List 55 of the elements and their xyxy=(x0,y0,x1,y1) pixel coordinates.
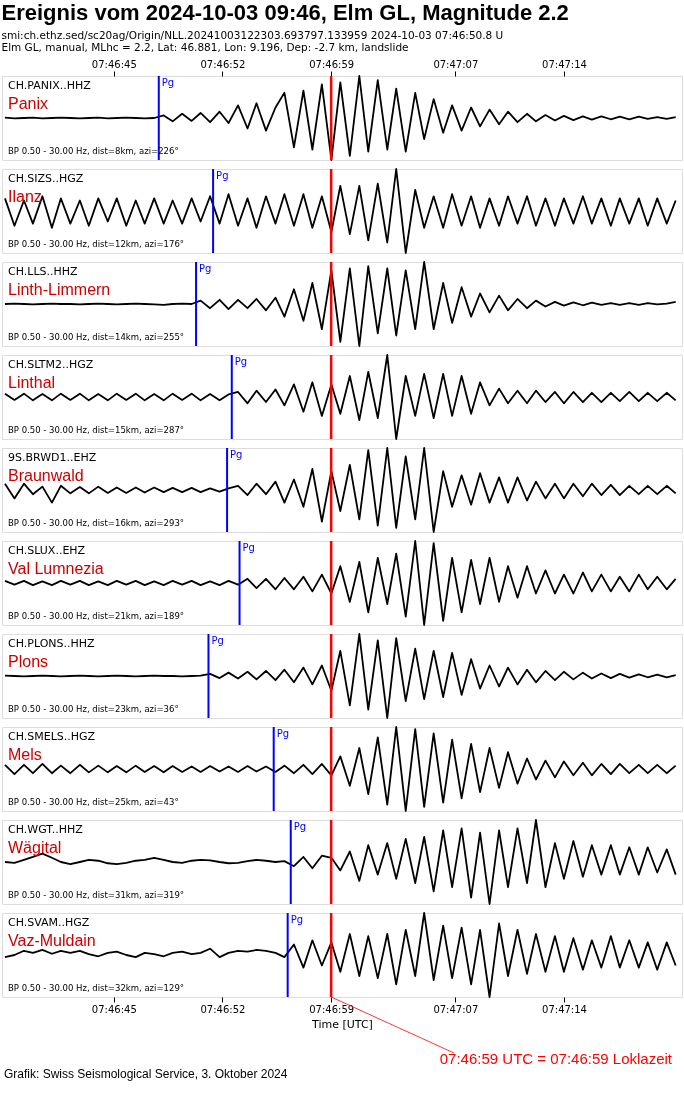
annotation: CH.WGT..HHZ xyxy=(8,823,84,836)
annotation: Linthal xyxy=(8,374,56,391)
ref-line-label: Pg xyxy=(161,77,175,88)
annotation: BP 0.50 - 30.00 Hz, dist=12km, azi=176° xyxy=(8,239,185,249)
annotation: CH.SLUX..EHZ xyxy=(8,544,86,557)
annotation: Val Lumnezia xyxy=(8,560,104,577)
annotation: CH.LLS..HHZ xyxy=(8,265,79,278)
text: Grafik: Swiss Seismological Service, 3. Oktober 2024 xyxy=(4,1067,288,1081)
annotation: CH.SLTM2..HGZ xyxy=(8,358,94,371)
x-tick-label: 07:46:52 xyxy=(200,1003,246,1015)
annotation: CH.SVAM..HGZ xyxy=(8,916,90,929)
annotation: Wägital xyxy=(8,839,62,856)
annotation: BP 0.50 - 30.00 Hz, dist=21km, azi=189° xyxy=(8,611,185,621)
text: 07:46:59 UTC = 07:46:59 Loklazeit xyxy=(439,1050,673,1067)
text: Elm GL, manual, MLhc = 2.2, Lat: 46.881, Lon: 9.196, Dep: -2.7 km, landslide xyxy=(1,41,409,53)
x-tick-label: 07:47:14 xyxy=(542,1003,587,1015)
ref-line-label: Pg xyxy=(216,170,229,181)
annotation: CH.PANIX..HHZ xyxy=(8,79,92,92)
annotation: BP 0.50 - 30.00 Hz, dist=16km, azi=293° xyxy=(8,518,185,528)
annotation: Vaz-Muldain xyxy=(8,932,96,949)
ref-line-label: Pg xyxy=(276,728,290,739)
ref-line-label: Pg xyxy=(199,263,212,274)
annotation: BP 0.50 - 30.00 Hz, dist=23km, azi=36° xyxy=(8,704,179,714)
annotation: Linth-Limmern xyxy=(8,281,111,298)
annotation: BP 0.50 - 30.00 Hz, dist=25km, azi=43° xyxy=(8,797,179,807)
ref-line-label: Pg xyxy=(293,821,307,832)
x2-tick-label: 07:46:45 xyxy=(91,58,137,70)
annotation: BP 0.50 - 30.00 Hz, dist=15km, azi=287° xyxy=(8,425,185,435)
annotation: 9S.BRWD1..EHZ xyxy=(8,451,97,464)
chart-subtitle: smi:ch.ethz.sed/sc20ag/Origin/NLL.20241003122303.693797.133959 2024-10-03 07:46:50.8 U xyxy=(1,29,504,41)
annotation: CH.PLONS..HHZ xyxy=(8,637,96,650)
ref-line-label: Pg xyxy=(242,542,255,553)
ref-line-label: Pg xyxy=(230,449,243,460)
annotation: Braunwald xyxy=(8,467,84,484)
x2-tick-label: 07:47:14 xyxy=(542,58,587,70)
x2-tick-label: 07:47:07 xyxy=(433,58,479,70)
ref-line-label: Pg xyxy=(234,356,248,367)
annotation: BP 0.50 - 30.00 Hz, dist=14km, azi=255° xyxy=(8,332,185,342)
annotation: Ilanz xyxy=(8,188,42,205)
x-tick-label: 07:46:45 xyxy=(91,1003,137,1015)
x2-tick-label: 07:46:59 xyxy=(309,58,355,70)
x-axis-title: Time [UTC] xyxy=(311,1017,373,1031)
x2-tick-label: 07:46:52 xyxy=(200,58,246,70)
annotation: CH.SIZS..HGZ xyxy=(8,172,84,185)
annotation: Mels xyxy=(8,746,42,763)
annotation: Plons xyxy=(8,653,49,670)
x-tick-label: 07:47:07 xyxy=(433,1003,479,1015)
chart-title: Ereignis vom 2024-10-03 09:46, Elm GL, Magnitude 2.2 xyxy=(1,0,569,25)
x-tick-label: 07:46:59 xyxy=(309,1003,355,1015)
annotation: BP 0.50 - 30.00 Hz, dist=31km, azi=319° xyxy=(8,890,185,900)
annotation: BP 0.50 - 30.00 Hz, dist=32km, azi=129° xyxy=(8,983,185,993)
ref-line-label: Pg xyxy=(290,914,304,925)
annotation: CH.SMELS..HGZ xyxy=(8,730,96,743)
annotation: Panix xyxy=(8,95,49,112)
ref-line-label: Pg xyxy=(211,635,224,646)
